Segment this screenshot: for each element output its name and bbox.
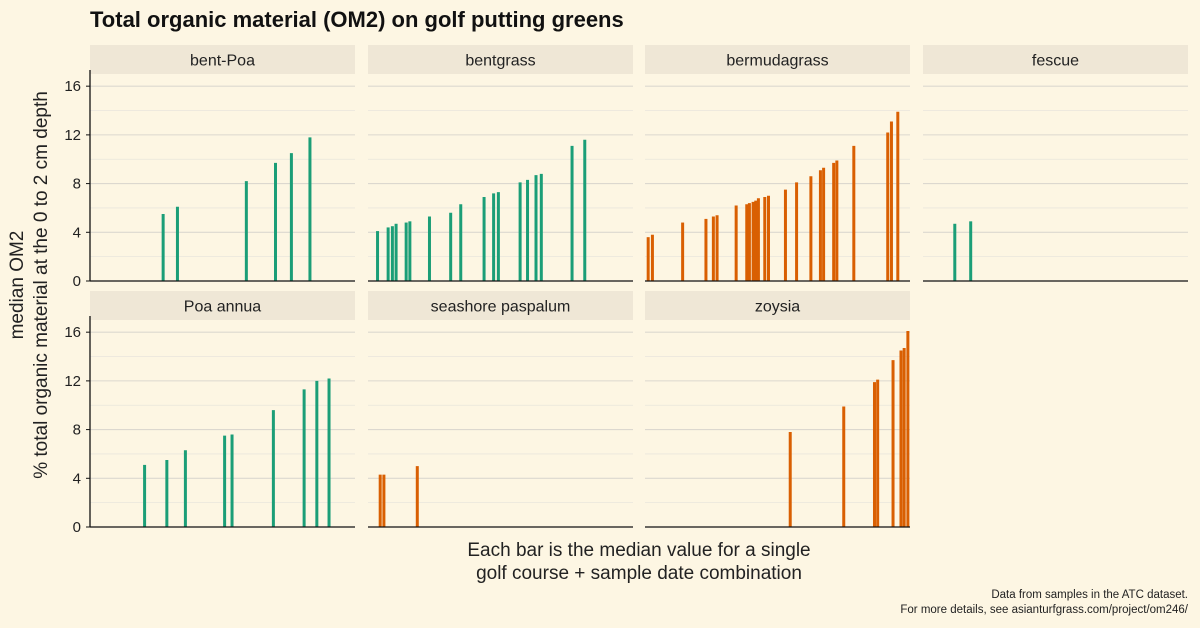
facet-panels: bent-Poa 0 4 8 12 16 bentgrass bermudagrass fesc… — [64, 45, 1188, 536]
facet-strip — [923, 45, 1188, 74]
facet-strip — [90, 291, 355, 320]
facet-fescue: fescue — [923, 45, 1188, 282]
facet-bentgrass: bentgrass — [368, 45, 633, 282]
chart-title: Total organic material (OM2) on golf put… — [90, 7, 624, 32]
facet-label: Poa annua — [184, 299, 262, 316]
y-tick-label: 0 — [73, 273, 81, 290]
y-tick-label: 8 — [73, 176, 81, 193]
y-tick-label: 0 — [73, 519, 81, 536]
y-tick-label: 12 — [64, 373, 81, 390]
y-axis-title-line: median OM2 — [7, 231, 28, 340]
y-tick-label: 12 — [64, 127, 81, 144]
y-tick-label: 4 — [73, 470, 81, 487]
facet-strip — [368, 291, 633, 320]
y-axis-title-line: % total organic material at the 0 to 2 c… — [31, 91, 52, 479]
facet-label: bentgrass — [465, 53, 535, 70]
y-tick-label: 16 — [64, 78, 81, 95]
y-axis-title: median OM2% total organic material at th… — [7, 91, 52, 479]
facet-label: zoysia — [755, 299, 800, 316]
facet-strip — [645, 291, 910, 320]
x-axis-title-line: golf course + sample date combination — [476, 563, 802, 584]
y-tick-label: 4 — [73, 224, 81, 241]
facet-label: seashore paspalum — [431, 299, 571, 316]
facet-strip — [368, 45, 633, 74]
y-tick-label: 8 — [73, 422, 81, 439]
y-tick-label: 16 — [64, 324, 81, 341]
facet-bermudagrass: bermudagrass — [645, 45, 910, 282]
facet-label: bermudagrass — [726, 53, 828, 70]
caption: Data from samples in the ATC dataset. For… — [900, 589, 1188, 616]
x-axis-title: Each bar is the median value for a singl… — [467, 540, 810, 584]
facet-label: bent-Poa — [190, 53, 255, 70]
caption-line: For more details, see asianturfgrass.com… — [900, 604, 1188, 616]
facet-strip — [90, 45, 355, 74]
facet-bent-poa: bent-Poa 0 4 8 12 16 — [64, 45, 355, 290]
facet-seashore-paspalum: seashore paspalum — [368, 291, 633, 528]
caption-line: Data from samples in the ATC dataset. — [991, 589, 1188, 601]
facet-label: fescue — [1032, 53, 1079, 70]
facet-zoysia: zoysia — [645, 291, 910, 528]
facet-poa-annua: Poa annua 0 4 8 12 16 — [64, 291, 355, 536]
x-axis-title-line: Each bar is the median value for a singl… — [467, 540, 810, 561]
facet-strip — [645, 45, 910, 74]
